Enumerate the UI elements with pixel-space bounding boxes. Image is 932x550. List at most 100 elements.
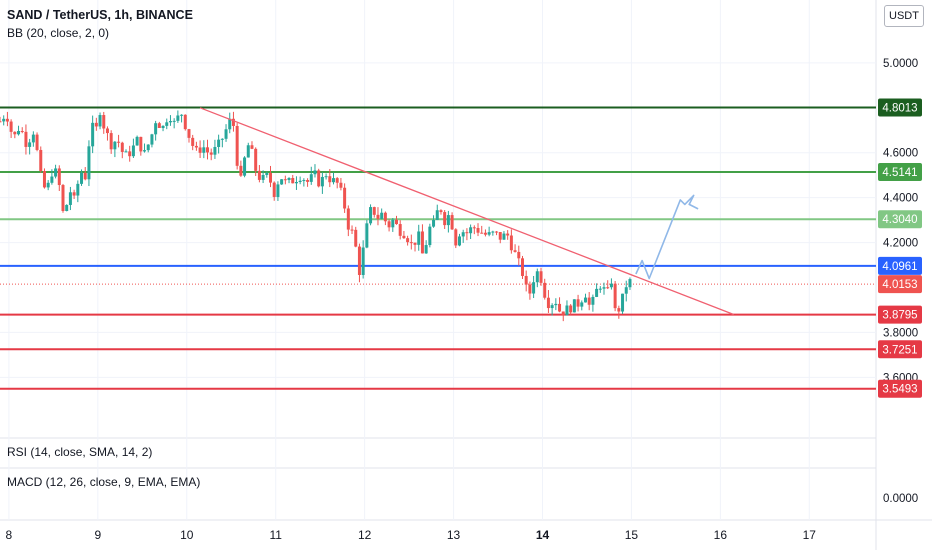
projection-path[interactable] [635,194,699,280]
candle-body [450,215,454,230]
candle-body [87,146,91,180]
candle-body [528,284,532,294]
candle-body [487,232,491,235]
candle-body [376,214,380,219]
candle-body [595,288,599,297]
level-price-label: 4.3040 [882,214,917,226]
y-tick-label: 4.4000 [883,193,918,205]
candle-body [569,305,573,313]
candle-body [246,145,250,158]
candle-body [183,114,187,130]
candle-body [176,115,180,121]
level-price-tag[interactable] [878,256,922,275]
candle-body [413,242,417,245]
candle-body [172,120,176,122]
candle-body [105,128,109,134]
candle-body [532,282,536,294]
candle-body [606,287,610,289]
macd-indicator-label[interactable]: MACD (12, 26, close, 9, EMA, EMA) [7,475,201,489]
candle-body [261,175,265,180]
level-price-tag[interactable] [878,379,922,398]
candle-body [2,118,6,122]
horizontal-levels[interactable] [0,106,876,390]
candle-body [57,168,61,186]
candle-body [328,176,332,183]
candle-body [576,299,580,307]
candle-body [94,122,98,127]
candle-body [439,210,443,213]
candle-body [561,311,565,316]
candle-body [580,302,584,307]
level-price-label: 4.0153 [882,279,917,291]
candle-body [76,183,80,196]
candle-body [558,303,562,312]
candle-body [102,115,106,129]
rsi-indicator-label[interactable]: RSI (14, close, SMA, 14, 2) [7,445,153,459]
candle-body [465,232,469,234]
candle-body [42,171,46,188]
candle-body [309,174,313,182]
candle-body [213,146,217,155]
candle-body [306,180,310,182]
candle-body [113,141,117,150]
candle-body [180,114,184,116]
level-price-tag[interactable] [878,305,922,324]
candle-body [117,141,121,143]
candle-body [224,129,228,139]
candle-body [550,305,554,309]
candle-body [420,231,424,254]
candle-body [124,151,128,153]
candle-body [621,293,625,312]
candle-body [157,123,161,128]
x-tick-label: 9 [94,528,101,542]
candle-body [187,129,191,138]
level-price-label: 4.5141 [882,167,917,179]
candle-body [91,122,95,147]
bb-indicator-label[interactable]: BB (20, close, 2, 0) [7,26,110,40]
level-price-label: 4.0961 [882,261,917,273]
x-tick-label: 10 [180,528,194,542]
level-price-tag[interactable] [878,275,922,294]
candle-body [168,121,172,123]
symbol-title[interactable]: SAND / TetherUS, 1h, BINANCE [7,8,193,22]
candle-body [80,172,84,184]
candle-body [476,228,480,233]
candle-body [365,223,369,248]
candle-body [446,215,450,226]
candle-body [228,118,232,130]
candle-body [5,118,9,122]
candle-body [398,224,402,236]
candle-body [506,233,510,236]
candle-body [250,145,254,149]
candle-body [39,149,43,172]
candle-body [628,279,632,288]
candle-body [72,192,76,196]
candle-body [432,219,436,227]
candle-body [617,308,621,312]
candle-body [24,131,28,147]
candle-body [54,168,58,177]
candle-body [13,131,17,135]
candle-body [543,282,547,298]
level-price-tag[interactable] [878,98,922,117]
candle-body [269,172,273,183]
candle-body [220,138,224,140]
candle-body [428,226,432,246]
candle-body [313,170,317,175]
macd-zero-label: 0.0000 [883,493,918,505]
level-price-tag[interactable] [878,340,922,359]
currency-button[interactable]: USDT [884,5,924,27]
candle-body [161,125,165,128]
level-price-tag[interactable] [878,163,922,182]
candle-body [128,151,132,157]
y-tick-label: 4.6000 [883,148,918,160]
descending-trendline[interactable] [199,107,734,316]
level-price-tag[interactable] [878,210,922,229]
drawings[interactable] [199,107,734,316]
candle-body [598,288,602,290]
candle-body [613,283,617,309]
candle-body [369,207,373,224]
